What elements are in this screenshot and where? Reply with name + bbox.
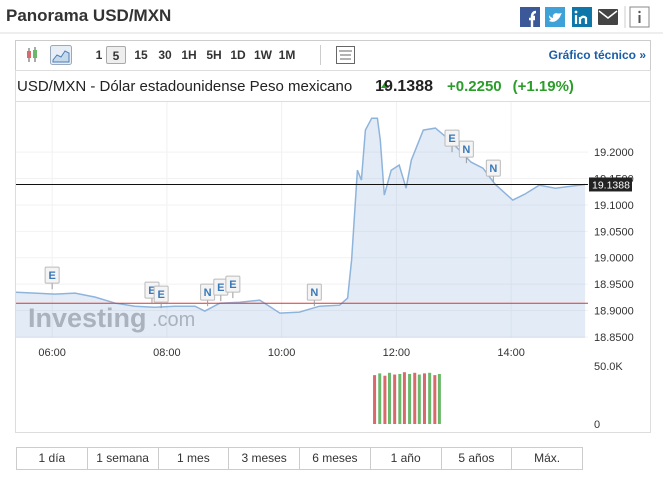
interval-button[interactable]: 1 bbox=[95, 48, 103, 62]
range-button[interactable]: 1 año bbox=[371, 448, 442, 469]
range-buttons: 1 día 1 semana 1 mes 3 meses 6 meses 1 año 5 a… bbox=[16, 447, 583, 470]
current-price-box bbox=[589, 177, 632, 192]
event-marker bbox=[225, 275, 241, 293]
facebook-glyph bbox=[529, 10, 537, 27]
range-button[interactable]: 1 mes bbox=[159, 448, 230, 469]
event-label: E bbox=[48, 270, 55, 282]
volume-bar bbox=[373, 375, 377, 424]
technical-chart-link[interactable]: Gráfico técnico » bbox=[548, 48, 646, 62]
event-marker bbox=[153, 285, 169, 303]
event-label: N bbox=[310, 287, 318, 299]
mail-icon[interactable] bbox=[598, 9, 618, 25]
y-tick-label: 18.9000 bbox=[594, 306, 634, 318]
event-marker bbox=[444, 129, 460, 147]
linkedin-dot bbox=[574, 10, 578, 14]
interval-button[interactable]: 15 bbox=[134, 48, 148, 62]
area-fill bbox=[16, 118, 586, 338]
volume-bar bbox=[402, 372, 406, 424]
event-label: E bbox=[157, 289, 164, 301]
event-label: E bbox=[229, 279, 236, 291]
watermark: Investing bbox=[28, 303, 147, 333]
last-price: 19.1388 bbox=[375, 78, 433, 95]
interval-button[interactable]: 1M bbox=[278, 48, 296, 62]
watermark: .com bbox=[152, 309, 195, 331]
volume-bar bbox=[437, 373, 441, 424]
line-icon bbox=[52, 50, 70, 63]
y-tick-label: 19.1000 bbox=[594, 200, 634, 212]
event-marker bbox=[44, 266, 60, 284]
interval-button[interactable]: 5 bbox=[106, 46, 126, 64]
volume-bar bbox=[413, 372, 417, 424]
event-label: N bbox=[489, 163, 497, 175]
y-tick-label: 19.0000 bbox=[594, 253, 634, 265]
page-title: Panorama USD/MXN bbox=[6, 6, 172, 25]
volume-bar bbox=[383, 375, 387, 424]
linkedin-glyph bbox=[574, 15, 588, 24]
y-tick-label: 19.0500 bbox=[594, 226, 634, 238]
quote-line: USD/MXN - Dólar estadounidense Peso mexi… bbox=[17, 78, 574, 96]
y-tick-label: 18.9500 bbox=[594, 279, 634, 291]
y-tick-label: 19.2000 bbox=[594, 147, 634, 159]
range-button[interactable]: 5 años bbox=[442, 448, 513, 469]
share-icons bbox=[520, 6, 650, 28]
volume-bar bbox=[387, 372, 391, 424]
x-tick-label: 12:00 bbox=[383, 347, 411, 359]
volume-bar bbox=[422, 373, 426, 424]
event-marker bbox=[458, 140, 474, 158]
price-change: +0.2250 bbox=[447, 78, 502, 95]
range-button[interactable]: Máx. bbox=[534, 451, 561, 465]
volume-tick-label: 50.0K bbox=[594, 361, 623, 373]
x-tick-label: 10:00 bbox=[268, 347, 296, 359]
range-button[interactable]: 1 día bbox=[17, 448, 88, 469]
event-label: E bbox=[217, 282, 224, 294]
event-marker bbox=[485, 159, 501, 177]
event-label: E bbox=[448, 133, 455, 145]
event-label: N bbox=[204, 287, 212, 299]
x-tick-label: 06:00 bbox=[38, 347, 66, 359]
chart-frame bbox=[15, 70, 651, 433]
interval-button[interactable]: 1H bbox=[181, 48, 197, 62]
range-button[interactable]: 6 meses bbox=[300, 448, 371, 469]
y-tick-label: 18.8500 bbox=[594, 332, 634, 344]
indicator-glyph bbox=[339, 50, 352, 60]
instrument-name: USD/MXN - Dólar estadounidense Peso mexi… bbox=[17, 78, 353, 95]
event-marker bbox=[306, 283, 322, 301]
candle-icon[interactable] bbox=[27, 47, 37, 62]
range-button[interactable]: 1 semana bbox=[88, 448, 159, 469]
interval-button[interactable]: 5H bbox=[206, 48, 222, 62]
range-button[interactable]: 3 meses bbox=[229, 448, 300, 469]
interval-button[interactable]: 1D bbox=[230, 48, 246, 62]
volume-bar bbox=[378, 373, 382, 424]
current-price-label: 19.1388 bbox=[592, 179, 630, 191]
volume-tick-label: 0 bbox=[594, 419, 600, 431]
mail-glyph bbox=[598, 10, 618, 19]
volume-bar bbox=[417, 374, 421, 424]
facebook-icon[interactable] bbox=[520, 7, 540, 27]
up-arrow bbox=[381, 82, 389, 88]
twitter-glyph bbox=[549, 13, 562, 22]
event-label: E bbox=[148, 285, 155, 297]
x-tick-label: 08:00 bbox=[153, 347, 181, 359]
volume-bar bbox=[393, 374, 397, 424]
info-glyph bbox=[638, 15, 641, 23]
event-label: N bbox=[462, 144, 470, 156]
interval-button[interactable]: 1W bbox=[254, 48, 272, 62]
x-tick-label: 14:00 bbox=[497, 347, 525, 359]
volume-bar bbox=[433, 375, 437, 424]
info-dot bbox=[638, 10, 641, 14]
toolbar: Gráfico técnico » 1 5 15 30 1H 5H 1D 1W 1M bbox=[15, 40, 650, 70]
interval-button[interactable]: 30 bbox=[158, 48, 172, 62]
volume-bar bbox=[428, 372, 432, 424]
volume-bar bbox=[398, 373, 402, 424]
volume-bar bbox=[408, 373, 412, 424]
price-change-percent: (+1.19%) bbox=[512, 78, 574, 95]
